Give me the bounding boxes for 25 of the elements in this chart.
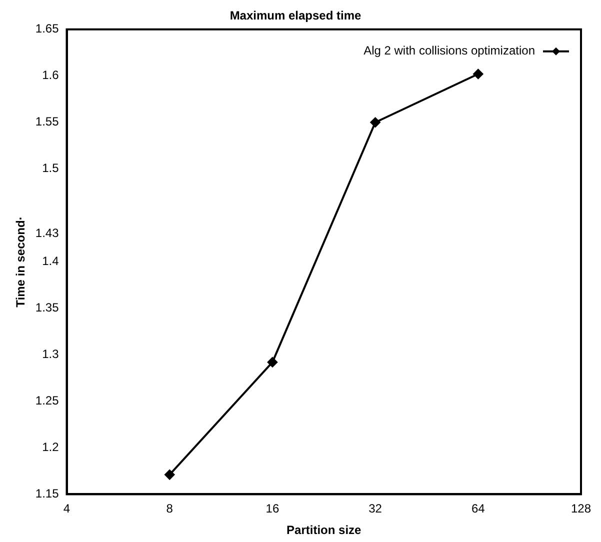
point	[267, 357, 278, 368]
chart-title: Maximum elapsed time	[230, 8, 362, 23]
y-tick-label: 1.5	[42, 161, 60, 176]
y-tick-label: 1.6	[42, 68, 60, 82]
y-tick-label: 1.43	[35, 226, 60, 240]
point	[164, 470, 175, 480]
x-tick-label: 16	[266, 502, 280, 516]
y-tick-label: 1.55	[35, 114, 60, 129]
point	[473, 69, 484, 80]
x-tick-label: 64	[471, 502, 486, 516]
y-tick-label: 1.25	[35, 394, 60, 408]
y-tick-label: 1.15	[35, 486, 60, 501]
point	[370, 117, 380, 128]
x-tick-label: 4	[63, 502, 70, 516]
x-tick-label: 32	[368, 502, 382, 516]
x-tick-label: 128	[570, 502, 592, 516]
y-tick-label: 1.35	[35, 300, 60, 315]
y-axis-title: Time in second·	[14, 216, 28, 308]
y-tick-label: 1.3	[42, 347, 60, 362]
legend-label: Alg 2 with collisions optimization	[364, 44, 535, 58]
x-tick-label: 8	[166, 502, 174, 516]
y-tick-label: 1.65	[35, 22, 60, 36]
y-tick-label: 1.4	[42, 254, 60, 268]
x-axis-title: Partition size	[286, 523, 362, 538]
y-tick-label: 1.2	[42, 440, 60, 454]
